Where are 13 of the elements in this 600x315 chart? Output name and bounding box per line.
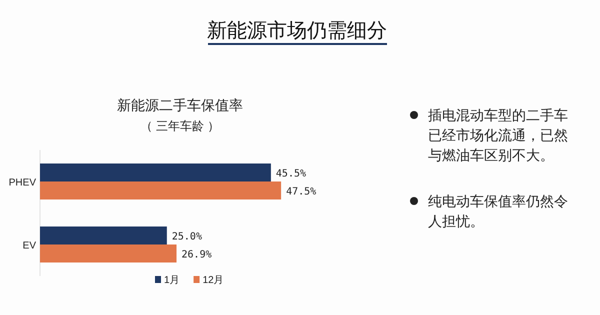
data-label: 26.9% xyxy=(182,250,212,260)
text: 纯电动车保值率仍然令人担忧。 xyxy=(428,193,568,229)
data-label: 45.5% xyxy=(276,168,306,180)
data-label: 47.5% xyxy=(286,186,316,198)
heading: 新能源市场仍需细分 xyxy=(207,20,387,42)
legend-label: 12月 xyxy=(202,275,224,286)
data-label: 25.0% xyxy=(172,232,202,242)
y-tick-label: PHEV xyxy=(8,178,36,188)
y-tick-label: EV xyxy=(22,240,36,252)
chart-subtitle: （ 三年车龄 ） xyxy=(140,119,220,133)
text: 插电混动车型的二手车已经市场化流通，已然与燃油车区别不大。 xyxy=(428,107,568,163)
legend-label: 1月 xyxy=(164,275,180,286)
chart-title: 新能源二手车保值率 xyxy=(117,97,243,113)
